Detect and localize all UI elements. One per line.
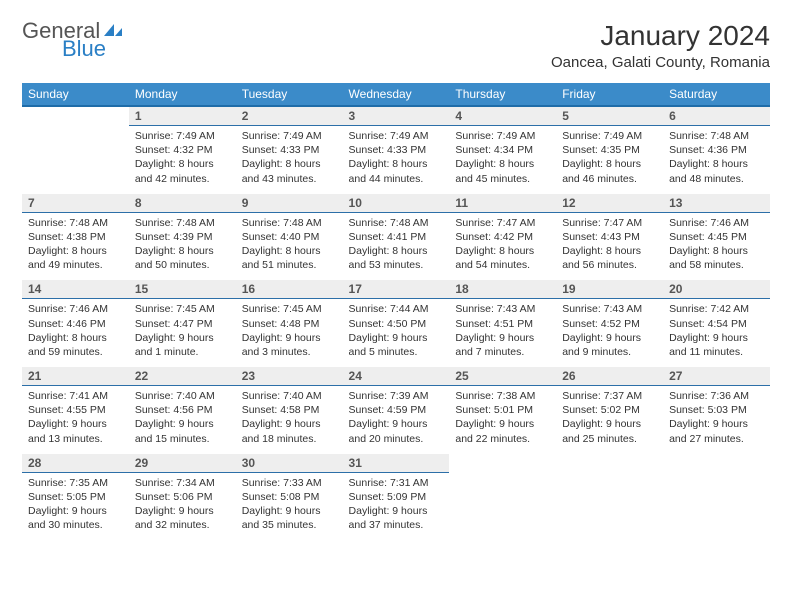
day-header: Saturday: [663, 83, 770, 106]
day-cell: Sunrise: 7:45 AM Sunset: 4:48 PM Dayligh…: [236, 299, 343, 367]
calendar-table: Sunday Monday Tuesday Wednesday Thursday…: [22, 83, 770, 540]
day-number: 3: [343, 106, 450, 126]
daynum-row: 28293031: [22, 454, 770, 473]
day-number: 16: [236, 280, 343, 299]
day-header: Friday: [556, 83, 663, 106]
day-header: Thursday: [449, 83, 556, 106]
day-cell: Sunrise: 7:34 AM Sunset: 5:06 PM Dayligh…: [129, 472, 236, 540]
day-number: [22, 106, 129, 126]
day-number: 23: [236, 367, 343, 386]
day-number: 22: [129, 367, 236, 386]
day-cell: Sunrise: 7:41 AM Sunset: 4:55 PM Dayligh…: [22, 386, 129, 454]
day-cell: Sunrise: 7:48 AM Sunset: 4:39 PM Dayligh…: [129, 212, 236, 280]
day-cell: Sunrise: 7:46 AM Sunset: 4:45 PM Dayligh…: [663, 212, 770, 280]
day-number: 20: [663, 280, 770, 299]
month-title: January 2024: [551, 20, 770, 52]
day-number: [556, 454, 663, 473]
day-number: 28: [22, 454, 129, 473]
daynum-row: 21222324252627: [22, 367, 770, 386]
day-number: 14: [22, 280, 129, 299]
day-number: 1: [129, 106, 236, 126]
day-cell: Sunrise: 7:43 AM Sunset: 4:52 PM Dayligh…: [556, 299, 663, 367]
daynum-row: 14151617181920: [22, 280, 770, 299]
day-number: 26: [556, 367, 663, 386]
logo: General Blue: [22, 20, 124, 60]
day-cell: Sunrise: 7:49 AM Sunset: 4:32 PM Dayligh…: [129, 126, 236, 194]
content-row: Sunrise: 7:41 AM Sunset: 4:55 PM Dayligh…: [22, 386, 770, 454]
day-cell: Sunrise: 7:48 AM Sunset: 4:41 PM Dayligh…: [343, 212, 450, 280]
day-number: 12: [556, 194, 663, 213]
day-number: 15: [129, 280, 236, 299]
day-cell: Sunrise: 7:40 AM Sunset: 4:58 PM Dayligh…: [236, 386, 343, 454]
header: General Blue January 2024 Oancea, Galati…: [22, 20, 770, 71]
day-number: 17: [343, 280, 450, 299]
day-cell: Sunrise: 7:48 AM Sunset: 4:40 PM Dayligh…: [236, 212, 343, 280]
day-cell: Sunrise: 7:45 AM Sunset: 4:47 PM Dayligh…: [129, 299, 236, 367]
day-cell: Sunrise: 7:38 AM Sunset: 5:01 PM Dayligh…: [449, 386, 556, 454]
day-header: Monday: [129, 83, 236, 106]
day-cell: Sunrise: 7:42 AM Sunset: 4:54 PM Dayligh…: [663, 299, 770, 367]
content-row: Sunrise: 7:49 AM Sunset: 4:32 PM Dayligh…: [22, 126, 770, 194]
day-cell: Sunrise: 7:49 AM Sunset: 4:33 PM Dayligh…: [343, 126, 450, 194]
day-number: 27: [663, 367, 770, 386]
day-cell: Sunrise: 7:47 AM Sunset: 4:43 PM Dayligh…: [556, 212, 663, 280]
day-number: 31: [343, 454, 450, 473]
logo-text-blue: Blue: [62, 38, 124, 60]
day-cell: Sunrise: 7:49 AM Sunset: 4:34 PM Dayligh…: [449, 126, 556, 194]
day-cell: Sunrise: 7:37 AM Sunset: 5:02 PM Dayligh…: [556, 386, 663, 454]
day-number: 19: [556, 280, 663, 299]
day-number: 8: [129, 194, 236, 213]
day-number: 2: [236, 106, 343, 126]
day-number: 25: [449, 367, 556, 386]
day-cell: [22, 126, 129, 194]
day-cell: Sunrise: 7:33 AM Sunset: 5:08 PM Dayligh…: [236, 472, 343, 540]
day-cell: Sunrise: 7:44 AM Sunset: 4:50 PM Dayligh…: [343, 299, 450, 367]
day-cell: Sunrise: 7:40 AM Sunset: 4:56 PM Dayligh…: [129, 386, 236, 454]
day-number: [663, 454, 770, 473]
day-cell: [449, 472, 556, 540]
day-number: [449, 454, 556, 473]
day-number: 7: [22, 194, 129, 213]
day-number: 18: [449, 280, 556, 299]
day-cell: Sunrise: 7:48 AM Sunset: 4:36 PM Dayligh…: [663, 126, 770, 194]
day-cell: Sunrise: 7:49 AM Sunset: 4:35 PM Dayligh…: [556, 126, 663, 194]
day-number: 24: [343, 367, 450, 386]
content-row: Sunrise: 7:35 AM Sunset: 5:05 PM Dayligh…: [22, 472, 770, 540]
day-header: Sunday: [22, 83, 129, 106]
day-number: 21: [22, 367, 129, 386]
day-cell: Sunrise: 7:49 AM Sunset: 4:33 PM Dayligh…: [236, 126, 343, 194]
day-cell: Sunrise: 7:43 AM Sunset: 4:51 PM Dayligh…: [449, 299, 556, 367]
day-cell: Sunrise: 7:47 AM Sunset: 4:42 PM Dayligh…: [449, 212, 556, 280]
day-header-row: Sunday Monday Tuesday Wednesday Thursday…: [22, 83, 770, 106]
day-cell: Sunrise: 7:39 AM Sunset: 4:59 PM Dayligh…: [343, 386, 450, 454]
day-header: Tuesday: [236, 83, 343, 106]
day-number: 4: [449, 106, 556, 126]
day-number: 9: [236, 194, 343, 213]
content-row: Sunrise: 7:46 AM Sunset: 4:46 PM Dayligh…: [22, 299, 770, 367]
day-number: 30: [236, 454, 343, 473]
day-number: 11: [449, 194, 556, 213]
daynum-row: 78910111213: [22, 194, 770, 213]
daynum-row: 123456: [22, 106, 770, 126]
day-number: 5: [556, 106, 663, 126]
day-cell: Sunrise: 7:48 AM Sunset: 4:38 PM Dayligh…: [22, 212, 129, 280]
location: Oancea, Galati County, Romania: [551, 54, 770, 71]
day-header: Wednesday: [343, 83, 450, 106]
day-number: 10: [343, 194, 450, 213]
content-row: Sunrise: 7:48 AM Sunset: 4:38 PM Dayligh…: [22, 212, 770, 280]
day-number: 29: [129, 454, 236, 473]
title-block: January 2024 Oancea, Galati County, Roma…: [551, 20, 770, 71]
day-cell: Sunrise: 7:36 AM Sunset: 5:03 PM Dayligh…: [663, 386, 770, 454]
day-cell: [663, 472, 770, 540]
day-cell: Sunrise: 7:31 AM Sunset: 5:09 PM Dayligh…: [343, 472, 450, 540]
day-number: 13: [663, 194, 770, 213]
day-number: 6: [663, 106, 770, 126]
day-cell: [556, 472, 663, 540]
day-cell: Sunrise: 7:35 AM Sunset: 5:05 PM Dayligh…: [22, 472, 129, 540]
day-cell: Sunrise: 7:46 AM Sunset: 4:46 PM Dayligh…: [22, 299, 129, 367]
